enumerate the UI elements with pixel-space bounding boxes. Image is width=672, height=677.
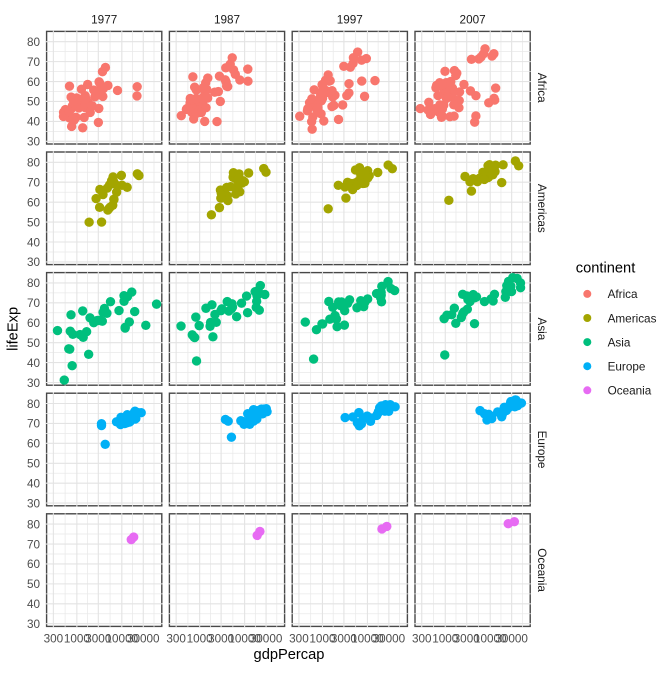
svg-text:30: 30: [27, 377, 41, 390]
svg-text:30: 30: [27, 136, 41, 149]
svg-text:50: 50: [27, 578, 41, 591]
svg-text:Americas: Americas: [608, 312, 657, 325]
svg-text:70: 70: [27, 56, 41, 69]
svg-text:30000: 30000: [250, 633, 283, 646]
svg-text:3000: 3000: [454, 633, 481, 646]
svg-text:40: 40: [27, 598, 41, 611]
svg-text:3000: 3000: [208, 633, 235, 646]
svg-text:Oceania: Oceania: [535, 548, 548, 592]
svg-text:30000: 30000: [373, 633, 406, 646]
svg-text:50: 50: [27, 458, 41, 471]
svg-text:10000: 10000: [351, 633, 384, 646]
svg-text:70: 70: [27, 177, 41, 190]
svg-text:40: 40: [27, 477, 41, 490]
svg-text:Europe: Europe: [535, 431, 548, 469]
svg-text:60: 60: [27, 438, 41, 451]
svg-text:1000: 1000: [432, 633, 459, 646]
svg-text:10000: 10000: [228, 633, 261, 646]
svg-text:300: 300: [412, 633, 432, 646]
svg-text:30000: 30000: [495, 633, 528, 646]
svg-text:80: 80: [27, 36, 41, 49]
svg-text:40: 40: [27, 236, 41, 249]
svg-text:30: 30: [27, 256, 41, 269]
svg-text:Asia: Asia: [608, 336, 631, 349]
svg-text:Americas: Americas: [535, 184, 548, 233]
svg-text:1987: 1987: [214, 13, 240, 26]
svg-text:60: 60: [27, 196, 41, 209]
svg-text:50: 50: [27, 96, 41, 109]
svg-text:Oceania: Oceania: [608, 385, 652, 398]
svg-text:lifeExp: lifeExp: [5, 307, 21, 351]
svg-text:1997: 1997: [337, 13, 363, 26]
svg-text:300: 300: [44, 633, 64, 646]
svg-text:10000: 10000: [474, 633, 507, 646]
svg-text:1977: 1977: [91, 13, 117, 26]
svg-text:300: 300: [166, 633, 186, 646]
svg-text:70: 70: [27, 418, 41, 431]
svg-text:gdpPercap: gdpPercap: [254, 647, 325, 663]
svg-text:1000: 1000: [309, 633, 336, 646]
svg-text:60: 60: [27, 317, 41, 330]
svg-text:70: 70: [27, 538, 41, 551]
svg-text:80: 80: [27, 398, 41, 411]
svg-text:30: 30: [27, 618, 41, 631]
svg-text:40: 40: [27, 357, 41, 370]
svg-text:60: 60: [27, 76, 41, 89]
svg-text:80: 80: [27, 277, 41, 290]
svg-text:continent: continent: [576, 260, 635, 276]
svg-text:2007: 2007: [460, 13, 486, 26]
svg-text:Africa: Africa: [535, 73, 548, 103]
svg-text:1000: 1000: [187, 633, 214, 646]
svg-text:50: 50: [27, 216, 41, 229]
svg-text:80: 80: [27, 157, 41, 170]
svg-text:300: 300: [289, 633, 309, 646]
svg-text:Africa: Africa: [608, 288, 638, 301]
svg-text:10000: 10000: [106, 633, 139, 646]
svg-text:3000: 3000: [331, 633, 358, 646]
svg-text:30: 30: [27, 497, 41, 510]
svg-text:Asia: Asia: [535, 318, 548, 341]
svg-text:60: 60: [27, 558, 41, 571]
svg-text:Europe: Europe: [608, 360, 646, 373]
svg-text:1000: 1000: [64, 633, 91, 646]
svg-text:70: 70: [27, 297, 41, 310]
svg-text:40: 40: [27, 116, 41, 129]
svg-text:50: 50: [27, 337, 41, 350]
svg-text:3000: 3000: [85, 633, 112, 646]
svg-text:80: 80: [27, 518, 41, 531]
svg-text:30000: 30000: [127, 633, 160, 646]
